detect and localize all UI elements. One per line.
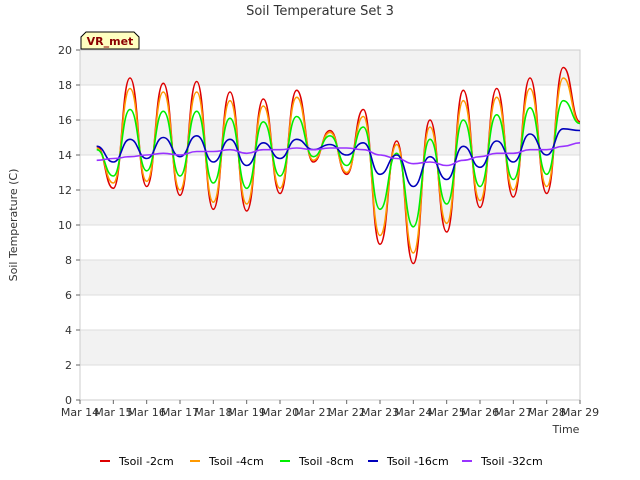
- legend-label: Tsoil -32cm: [480, 455, 543, 468]
- x-tick-label: Mar 14: [61, 406, 99, 419]
- grid-band: [80, 225, 580, 260]
- vr-met-badge: VR_met: [80, 31, 140, 50]
- series-line-0: [96, 66, 581, 265]
- grid-band: [80, 295, 580, 330]
- series-lines: [96, 66, 581, 265]
- x-tick-label: Mar 17: [161, 406, 199, 419]
- x-tick-label: Mar 15: [94, 406, 132, 419]
- chart-legend: Tsoil -2cm Tsoil -4cm Tsoil -8cm Tsoil -16c…: [100, 455, 543, 468]
- grid-band: [80, 85, 580, 120]
- y-axis-label: Soil Temperature (C): [7, 169, 20, 282]
- y-tick-label: 14: [58, 149, 72, 162]
- x-tick-label: Mar 19: [228, 406, 266, 419]
- y-tick-label: 0: [65, 394, 72, 407]
- x-tick-label: Mar 20: [261, 406, 299, 419]
- chart-title: Soil Temperature Set 3: [246, 4, 394, 19]
- badge-shape: [80, 31, 140, 50]
- y-tick-label: 2: [65, 359, 72, 372]
- series-line-3: [96, 128, 581, 188]
- x-tick-label: Mar 27: [494, 406, 532, 419]
- y-tick-label: 10: [58, 219, 72, 232]
- legend-label: Tsoil -2cm: [118, 455, 174, 468]
- y-tick-label: 4: [65, 324, 72, 337]
- grid-band: [80, 155, 580, 190]
- legend-label: Tsoil -4cm: [208, 455, 264, 468]
- x-tick-label: Mar 24: [394, 406, 432, 419]
- grid-band: [80, 365, 580, 400]
- legend-label: Tsoil -8cm: [298, 455, 354, 468]
- series-line-1: [96, 77, 581, 254]
- plot-background-bands: [80, 49, 580, 401]
- x-tick-label: Mar 29: [561, 406, 599, 419]
- x-tick-label: Mar 22: [328, 406, 366, 419]
- grid-band: [80, 190, 580, 225]
- series-line-4: [96, 142, 581, 167]
- x-tick-label: Mar 23: [361, 406, 399, 419]
- y-tick-label: 8: [65, 254, 72, 267]
- y-tick-label: 20: [58, 44, 72, 57]
- x-tick-label: Mar 26: [461, 406, 499, 419]
- x-axis-label: Time: [552, 423, 580, 436]
- series-line-2: [96, 99, 581, 228]
- badge-label: VR_met: [87, 35, 134, 48]
- y-tick-label: 12: [58, 184, 72, 197]
- grid-band: [80, 50, 580, 85]
- y-tick-label: 16: [58, 114, 72, 127]
- x-tick-label: Mar 28: [528, 406, 566, 419]
- y-tick-label: 18: [58, 79, 72, 92]
- x-tick-label: Mar 16: [128, 406, 166, 419]
- x-tick-label: Mar 21: [294, 406, 332, 419]
- legend-label: Tsoil -16cm: [386, 455, 449, 468]
- grid-band: [80, 260, 580, 295]
- y-tick-label: 6: [65, 289, 72, 302]
- y-axis-ticks: 0 2 4 6 8 10 12 14 16 18 20: [58, 44, 80, 407]
- x-tick-label: Mar 18: [194, 406, 232, 419]
- grid-band: [80, 330, 580, 365]
- x-tick-label: Mar 25: [428, 406, 466, 419]
